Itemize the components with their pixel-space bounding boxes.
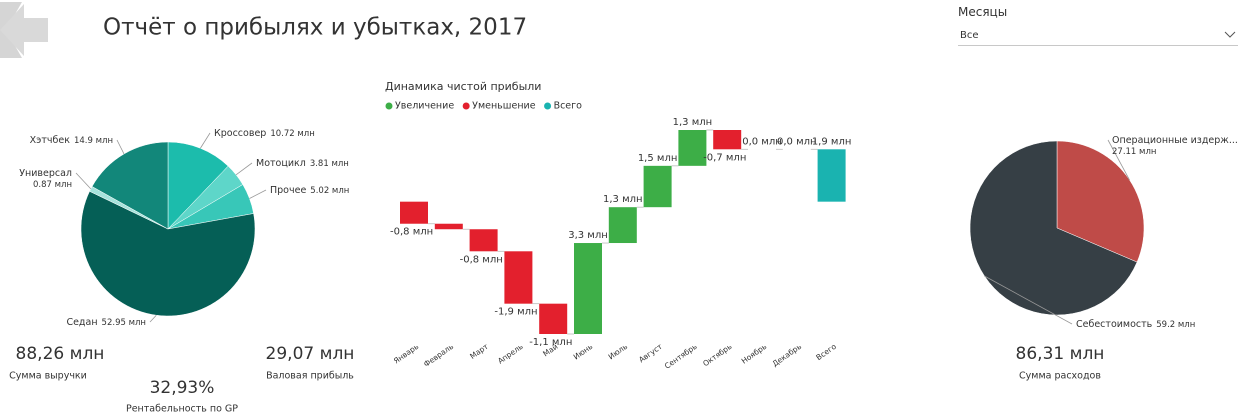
- slice-label: Прочее 5.02 млн: [270, 185, 349, 196]
- waterfall-bar: [469, 229, 498, 252]
- slice-label: Операционные издерж... 27.11 млн: [1112, 135, 1238, 157]
- waterfall-bar: [817, 149, 846, 202]
- pie-slice: [1056, 140, 1145, 263]
- data-label: 0,0 млн: [742, 136, 782, 147]
- slice-name: Седан: [66, 317, 97, 328]
- waterfall-bar: [434, 223, 463, 230]
- waterfall-bar: [608, 207, 637, 244]
- back-arrow[interactable]: [0, 2, 48, 58]
- slicer-dropdown[interactable]: Все: [958, 25, 1238, 46]
- slice-value: 10.72 млн: [270, 129, 314, 139]
- slice-value: 5.02 млн: [310, 186, 349, 196]
- slice-value: 27.11 млн: [1112, 147, 1156, 157]
- data-label: -0,8 млн: [390, 227, 433, 238]
- leader-line: [1107, 139, 1130, 181]
- x-tick-label: Март: [468, 342, 490, 361]
- chevron: [1224, 31, 1236, 38]
- kpi-label: Рентабельность по GP: [126, 404, 238, 415]
- slice-name: Универсал: [19, 168, 72, 179]
- slice-name: Хэтчбек: [30, 135, 71, 146]
- pie-slice: [167, 141, 229, 230]
- kpi-label: Сумма расходов: [1019, 371, 1101, 382]
- slice-value: 59.2 млн: [1156, 320, 1195, 330]
- data-label: 1,5 млн: [638, 153, 678, 164]
- slicer-value: Все: [960, 29, 979, 41]
- slice-value: 14.9 млн: [74, 136, 113, 146]
- leader-line: [149, 314, 157, 323]
- pie-slice: [91, 141, 169, 230]
- x-tick-label: Декабрь: [771, 342, 804, 369]
- slice-value: 52.95 млн: [102, 318, 146, 328]
- x-tick-label: Январь: [392, 342, 420, 366]
- slice-value: 3.81 млн: [310, 159, 349, 169]
- leader-line: [235, 162, 253, 176]
- legend-swatch: [462, 102, 470, 110]
- slice-label: Кроссовер 10.72 млн: [214, 128, 315, 139]
- kpi-label: Сумма выручки: [9, 371, 87, 382]
- kpi-label: Валовая прибыль: [266, 371, 354, 382]
- slice-name: Операционные издерж...: [1112, 135, 1238, 146]
- leader-line: [249, 189, 267, 199]
- data-label: 0,0 млн: [777, 136, 817, 147]
- x-tick-label: Всего: [814, 342, 838, 362]
- slice-label: Хэтчбек 14.9 млн: [30, 135, 113, 146]
- x-tick-label: Октябрь: [701, 342, 733, 368]
- slice-value: 0.87 млн: [33, 180, 72, 190]
- x-tick-label: Август: [637, 342, 664, 365]
- data-label: 3,3 млн: [568, 230, 608, 241]
- data-label: 1,9 млн: [812, 136, 852, 147]
- waterfall-bar: [643, 165, 672, 208]
- leader-line: [200, 132, 211, 149]
- data-label: -1,9 млн: [494, 307, 537, 318]
- slice-label: Универсал 0.87 млн: [19, 168, 72, 190]
- waterfall-bar: [539, 303, 568, 334]
- waterfall-bar: [504, 251, 533, 304]
- x-tick-label: Февраль: [422, 342, 455, 369]
- slice-name: Кроссовер: [214, 128, 266, 139]
- x-tick-label: Апрель: [496, 342, 525, 366]
- kpi-value: 88,26 млн: [16, 344, 105, 364]
- back-button[interactable]: [0, 4, 48, 56]
- slice-name: Мотоцикл: [256, 158, 306, 169]
- legend-swatch: [385, 102, 393, 110]
- page-title: Отчёт о прибылях и убытках, 2017: [103, 15, 527, 41]
- leader-line: [75, 172, 92, 190]
- x-tick-label: Июль: [607, 342, 629, 361]
- legend-label: Уменьшение: [472, 101, 536, 112]
- kpi-value: 86,31 млн: [1016, 344, 1105, 364]
- data-label: -0,7 млн: [703, 152, 746, 163]
- data-label: 1,3 млн: [673, 117, 713, 128]
- waterfall-bar: [574, 243, 602, 334]
- leader-line: [116, 139, 125, 155]
- month-slicer: Месяцы Все: [958, 5, 1238, 46]
- data-label: 1,3 млн: [603, 194, 643, 205]
- data-label: -0,8 млн: [460, 254, 503, 265]
- x-tick-label: Сентябрь: [663, 342, 699, 371]
- pie-slice: [80, 190, 256, 317]
- legend-swatch: [544, 102, 552, 110]
- chart-title: Динамика чистой прибыли: [385, 80, 541, 93]
- x-tick-label: Ноябрь: [740, 342, 769, 366]
- waterfall-bar: [713, 130, 742, 150]
- slice-label: Мотоцикл 3.81 млн: [256, 158, 349, 169]
- waterfall-bar: [400, 201, 428, 224]
- legend-label: Всего: [554, 101, 583, 112]
- slice-label: Седан 52.95 млн: [66, 317, 146, 328]
- slice-name: Себестоимость: [1076, 319, 1153, 330]
- leader-line: [984, 275, 1073, 325]
- slice-label: Себестоимость 59.2 млн: [1076, 319, 1195, 330]
- kpi-value: 32,93%: [150, 378, 215, 398]
- slice-name: Прочее: [270, 185, 306, 196]
- legend-label: Увеличение: [395, 101, 454, 112]
- x-tick-label: Июнь: [572, 342, 595, 362]
- slicer-label: Месяцы: [958, 5, 1008, 19]
- waterfall-bar: [678, 130, 707, 166]
- data-label: -1,1 млн: [529, 337, 572, 348]
- kpi-value: 29,07 млн: [266, 344, 355, 364]
